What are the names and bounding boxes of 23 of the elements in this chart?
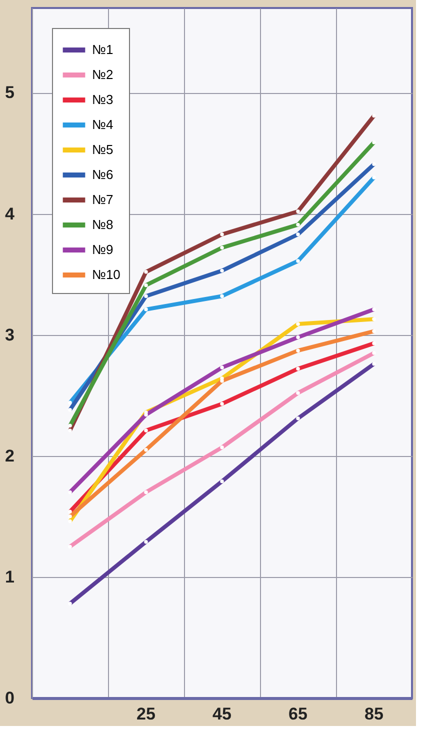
legend-label: №10 [92, 267, 120, 282]
line-series [68, 307, 376, 494]
legend-label: №4 [92, 117, 114, 132]
legend-label: №1 [92, 42, 114, 57]
y-tick-label: 5 [5, 83, 14, 102]
line-series [68, 362, 376, 606]
legend-label: №5 [92, 142, 114, 157]
x-tick-label: 65 [288, 704, 308, 724]
y-tick-label: 1 [5, 567, 14, 586]
legend-label: №2 [92, 67, 114, 82]
legend-label: №6 [92, 167, 114, 182]
x-tick-label: 45 [212, 704, 232, 724]
y-tick-label: 2 [5, 446, 14, 466]
legend-label: №9 [92, 242, 114, 257]
line-series [68, 351, 376, 549]
legend-label: №8 [92, 217, 114, 232]
legend-label: №7 [92, 192, 114, 207]
x-tick-label: 25 [136, 704, 156, 724]
y-tick-label: 4 [5, 204, 16, 224]
x-tick-label: 85 [364, 704, 384, 724]
legend-label: №3 [92, 92, 114, 107]
y-tick-label: 3 [5, 325, 14, 344]
y-tick-label: 0 [5, 688, 14, 708]
